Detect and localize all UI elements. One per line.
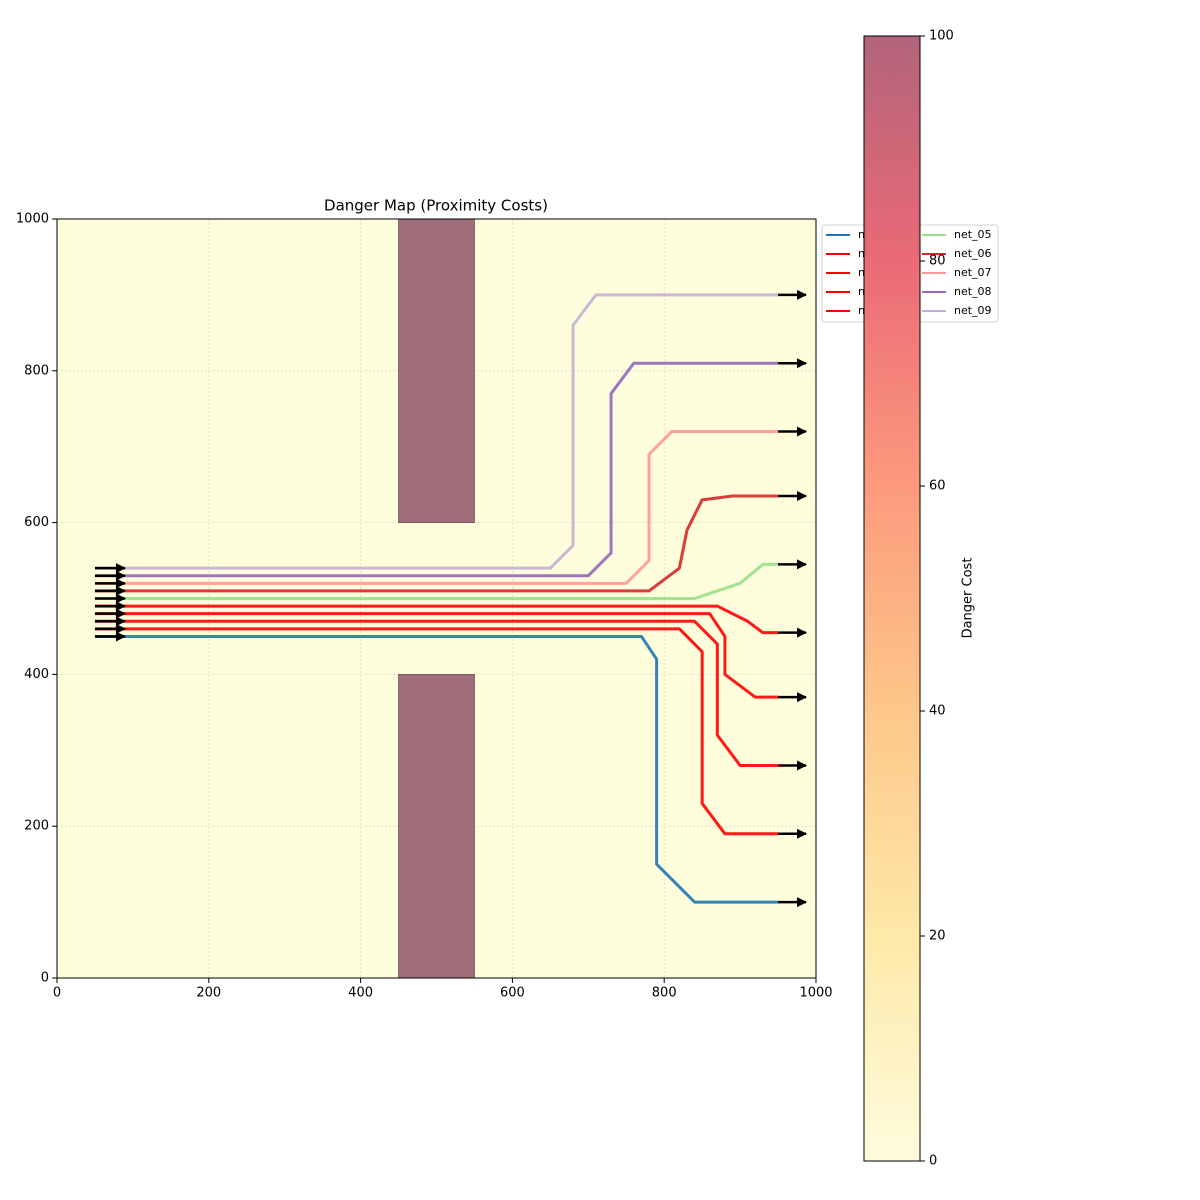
colorbar-label: Danger Cost (961, 558, 976, 639)
net-route (94, 361, 779, 578)
x-tick-label: 400 (348, 986, 373, 1001)
net-route (94, 494, 779, 593)
x-tick-label: 1000 (799, 986, 832, 1001)
y-tick-label: 600 (24, 515, 49, 530)
obstacle (398, 218, 475, 524)
colorbar-tick-label: 20 (929, 929, 946, 944)
colorbar-tick-label: 80 (929, 254, 946, 269)
legend-label: net_09 (954, 304, 992, 317)
legend-label: net_07 (954, 266, 992, 279)
y-tick-label: 400 (24, 667, 49, 682)
y-tick-label: 800 (24, 363, 49, 378)
net-route (94, 430, 779, 585)
x-tick-label: 800 (652, 986, 677, 1001)
plot-frame (56, 218, 817, 979)
net-route (94, 562, 779, 600)
net-route (94, 627, 779, 836)
obstacle (398, 674, 475, 979)
net-route (94, 293, 779, 570)
y-tick-label: 200 (24, 819, 49, 834)
legend-label: net_06 (954, 247, 992, 260)
colorbar-tick-label: 40 (929, 704, 946, 719)
colorbar (863, 35, 921, 1162)
y-tick-label: 1000 (16, 212, 49, 227)
x-tick-label: 600 (500, 986, 525, 1001)
x-tick-label: 0 (53, 986, 61, 1001)
legend-label: net_05 (954, 228, 992, 241)
net-route (94, 634, 779, 904)
colorbar-tick-label: 100 (929, 29, 954, 44)
y-tick-label: 0 (41, 971, 49, 986)
colorbar-tick-label: 60 (929, 479, 946, 494)
colorbar-tick-label: 0 (929, 1154, 937, 1169)
net-route (94, 619, 779, 767)
net-route (94, 604, 779, 635)
chart-title: Danger Map (Proximity Costs) (324, 197, 548, 215)
x-tick-label: 200 (196, 986, 221, 1001)
legend-label: net_08 (954, 285, 992, 298)
net-route (94, 612, 779, 699)
